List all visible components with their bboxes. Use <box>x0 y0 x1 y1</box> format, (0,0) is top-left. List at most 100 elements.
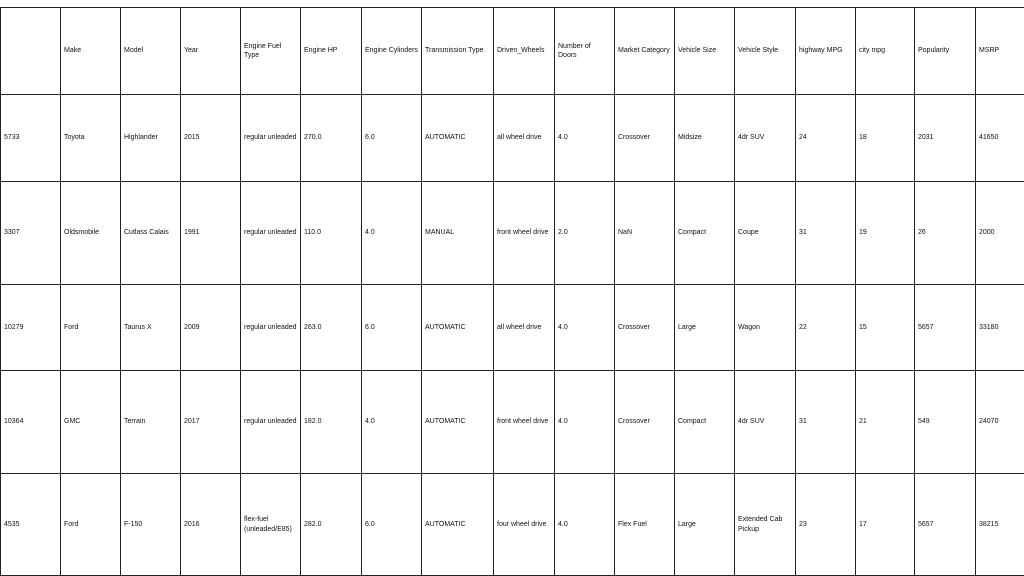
cell-vehicle-size: Compact <box>674 181 735 285</box>
cell-vehicle-style: Coupe <box>734 181 796 285</box>
cell-make: Ford <box>60 284 121 371</box>
cell-engine-fuel-type: regular unleaded <box>240 370 301 474</box>
cell-year: 2016 <box>180 473 241 576</box>
cell-number-of-doors: 4.0 <box>554 284 615 371</box>
cell-msrp: 2000 <box>975 181 1024 285</box>
cell-make: GMC <box>60 370 121 474</box>
table-row: 10364 GMC Terrain 2017 regular unleaded 182.0… <box>0 370 1024 474</box>
column-header-market-category: Market Category <box>614 7 675 95</box>
cell-market-category: Crossover <box>614 94 675 182</box>
cell-vehicle-size: Midsize <box>674 94 735 182</box>
cell-market-category: Crossover <box>614 370 675 474</box>
cell-model: Cutlass Calais <box>120 181 181 285</box>
column-header-popularity: Popularity <box>914 7 976 95</box>
cell-vehicle-size: Large <box>674 473 735 576</box>
cell-popularity: 549 <box>914 370 976 474</box>
cell-popularity: 5657 <box>914 284 976 371</box>
cell-city-mpg: 19 <box>855 181 915 285</box>
cell-index: 10279 <box>0 284 61 371</box>
cell-msrp: 41650 <box>975 94 1024 182</box>
cell-driven-wheels: all wheel drive <box>493 94 555 182</box>
cell-engine-fuel-type: flex-fuel (unleaded/E85) <box>240 473 301 576</box>
cell-engine-hp: 182.0 <box>300 370 362 474</box>
cell-vehicle-size: Large <box>674 284 735 371</box>
cell-highway-mpg: 24 <box>795 94 856 182</box>
cell-number-of-doors: 4.0 <box>554 473 615 576</box>
cell-engine-hp: 282.0 <box>300 473 362 576</box>
column-header-engine-cylinders: Engine Cylinders <box>361 7 422 95</box>
cell-engine-hp: 270.0 <box>300 94 362 182</box>
cell-city-mpg: 21 <box>855 370 915 474</box>
cell-make: Ford <box>60 473 121 576</box>
cell-engine-fuel-type: regular unleaded <box>240 181 301 285</box>
column-header-model: Model <box>120 7 181 95</box>
column-header-msrp: MSRP <box>975 7 1024 95</box>
cell-engine-hp: 263.0 <box>300 284 362 371</box>
cell-engine-cylinders: 6.0 <box>361 94 422 182</box>
cell-vehicle-style: Wagon <box>734 284 796 371</box>
cell-make: Toyota <box>60 94 121 182</box>
cell-highway-mpg: 31 <box>795 370 856 474</box>
cell-driven-wheels: all wheel drive <box>493 284 555 371</box>
column-header-index <box>0 7 61 95</box>
cell-engine-cylinders: 6.0 <box>361 473 422 576</box>
column-header-driven-wheels: Driven_Wheels <box>493 7 555 95</box>
column-header-number-of-doors: Number of Doors <box>554 7 615 95</box>
cell-make: Oldsmobile <box>60 181 121 285</box>
column-header-vehicle-size: Vehicle Size <box>674 7 735 95</box>
cell-city-mpg: 15 <box>855 284 915 371</box>
cell-vehicle-style: 4dr SUV <box>734 370 796 474</box>
cell-transmission-type: AUTOMATIC <box>421 473 494 576</box>
cell-vehicle-size: Compact <box>674 370 735 474</box>
cell-popularity: 5657 <box>914 473 976 576</box>
table-row: 5733 Toyota Highlander 2015 regular unleaded… <box>0 94 1024 182</box>
cell-driven-wheels: four wheel drive <box>493 473 555 576</box>
cell-index: 4535 <box>0 473 61 576</box>
cell-vehicle-style: 4dr SUV <box>734 94 796 182</box>
cell-market-category: Crossover <box>614 284 675 371</box>
cell-model: F-150 <box>120 473 181 576</box>
cell-popularity: 2031 <box>914 94 976 182</box>
table-row: 10279 Ford Taurus X 2009 regular unleaded 263… <box>0 284 1024 371</box>
cell-market-category: Flex Fuel <box>614 473 675 576</box>
cell-engine-cylinders: 6.0 <box>361 284 422 371</box>
cell-highway-mpg: 23 <box>795 473 856 576</box>
cell-year: 2009 <box>180 284 241 371</box>
column-header-city-mpg: city mpg <box>855 7 915 95</box>
cell-index: 5733 <box>0 94 61 182</box>
cell-city-mpg: 18 <box>855 94 915 182</box>
cell-driven-wheels: front wheel drive <box>493 370 555 474</box>
cell-model: Terrain <box>120 370 181 474</box>
column-header-engine-hp: Engine HP <box>300 7 362 95</box>
cell-driven-wheels: front wheel drive <box>493 181 555 285</box>
data-table: Make Model Year Engine Fuel Type Engine HP En… <box>0 7 1024 576</box>
cell-engine-fuel-type: regular unleaded <box>240 94 301 182</box>
cell-transmission-type: AUTOMATIC <box>421 94 494 182</box>
cell-highway-mpg: 31 <box>795 181 856 285</box>
cell-transmission-type: AUTOMATIC <box>421 370 494 474</box>
column-header-transmission-type: Transmission Type <box>421 7 494 95</box>
cell-engine-hp: 110.0 <box>300 181 362 285</box>
cell-number-of-doors: 2.0 <box>554 181 615 285</box>
cell-index: 3307 <box>0 181 61 285</box>
cell-city-mpg: 17 <box>855 473 915 576</box>
cell-year: 1991 <box>180 181 241 285</box>
cell-transmission-type: MANUAL <box>421 181 494 285</box>
cell-year: 2015 <box>180 94 241 182</box>
cell-engine-cylinders: 4.0 <box>361 181 422 285</box>
cell-model: Highlander <box>120 94 181 182</box>
cell-msrp: 38215 <box>975 473 1024 576</box>
cell-vehicle-style: Extended Cab Pickup <box>734 473 796 576</box>
cell-engine-fuel-type: regular unleaded <box>240 284 301 371</box>
column-header-year: Year <box>180 7 241 95</box>
cell-market-category: NaN <box>614 181 675 285</box>
table-row: 3307 Oldsmobile Cutlass Calais 1991 regular … <box>0 181 1024 285</box>
column-header-vehicle-style: Vehicle Style <box>734 7 796 95</box>
header-row: Make Model Year Engine Fuel Type Engine HP En… <box>0 7 1024 95</box>
cell-engine-cylinders: 4.0 <box>361 370 422 474</box>
column-header-make: Make <box>60 7 121 95</box>
cell-year: 2017 <box>180 370 241 474</box>
cell-msrp: 24070 <box>975 370 1024 474</box>
cell-msrp: 33180 <box>975 284 1024 371</box>
column-header-highway-mpg: highway MPG <box>795 7 856 95</box>
